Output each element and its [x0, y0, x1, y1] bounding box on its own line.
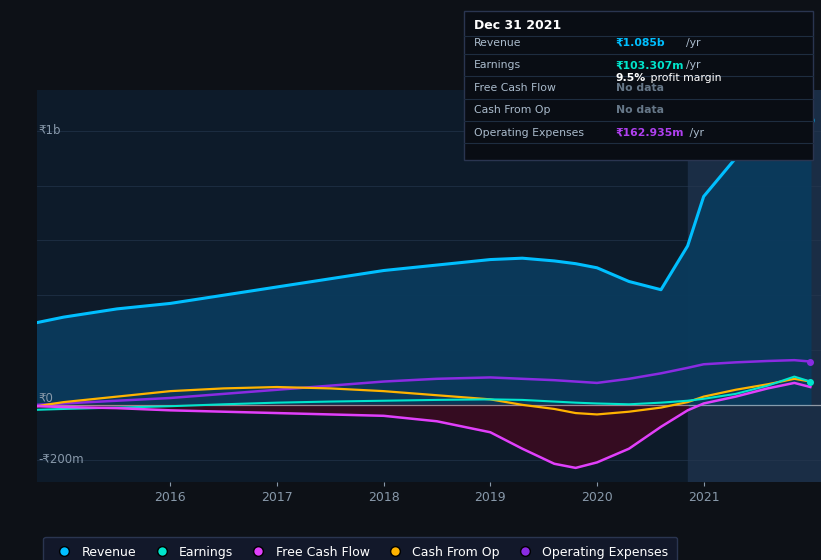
Legend: Revenue, Earnings, Free Cash Flow, Cash From Op, Operating Expenses: Revenue, Earnings, Free Cash Flow, Cash …	[44, 537, 677, 560]
Text: Free Cash Flow: Free Cash Flow	[474, 83, 556, 93]
Text: Earnings: Earnings	[474, 60, 521, 71]
Text: Revenue: Revenue	[474, 38, 521, 48]
Text: /yr: /yr	[686, 38, 700, 48]
Text: ₹0: ₹0	[38, 392, 53, 405]
Text: ₹162.935m: ₹162.935m	[616, 128, 684, 138]
Bar	[688, 90, 821, 482]
Text: ₹1b: ₹1b	[38, 124, 61, 137]
Text: Operating Expenses: Operating Expenses	[474, 128, 584, 138]
Text: Cash From Op: Cash From Op	[474, 105, 550, 115]
Text: /yr: /yr	[686, 60, 700, 71]
Text: 9.5%: 9.5%	[616, 73, 646, 83]
Text: ₹1.085b: ₹1.085b	[616, 38, 665, 48]
Text: profit margin: profit margin	[647, 73, 722, 83]
Text: -₹200m: -₹200m	[38, 453, 84, 466]
Text: /yr: /yr	[686, 128, 704, 138]
Text: No data: No data	[616, 105, 663, 115]
Text: Dec 31 2021: Dec 31 2021	[474, 19, 561, 32]
Text: ₹103.307m: ₹103.307m	[616, 60, 684, 71]
Text: No data: No data	[616, 83, 663, 93]
